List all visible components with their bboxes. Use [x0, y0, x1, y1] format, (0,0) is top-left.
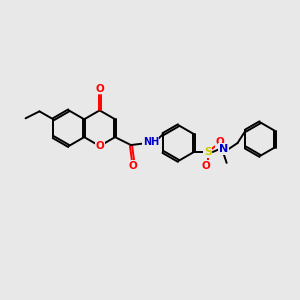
Text: O: O: [215, 137, 224, 147]
Text: O: O: [202, 161, 210, 171]
Text: O: O: [95, 84, 104, 94]
Text: N: N: [219, 144, 228, 154]
Text: S: S: [204, 147, 212, 157]
Text: O: O: [128, 161, 137, 171]
Text: NH: NH: [142, 137, 159, 147]
Text: O: O: [95, 141, 104, 151]
